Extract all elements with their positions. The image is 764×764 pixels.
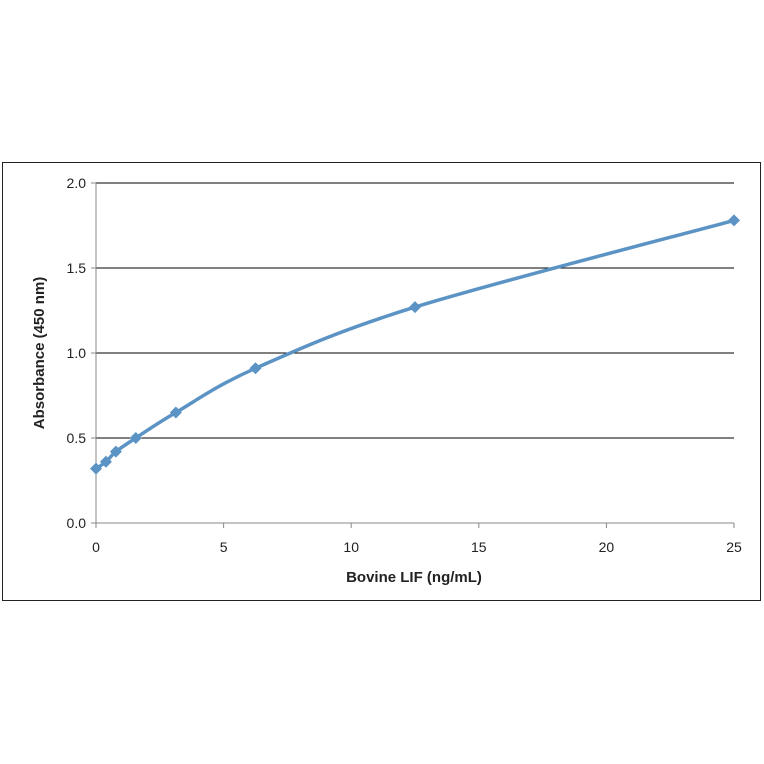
- y-tick-label: 1.5: [67, 260, 87, 276]
- x-tick-label: 15: [471, 539, 487, 555]
- y-tick-label: 2.0: [67, 175, 87, 191]
- gridlines: [96, 182, 734, 439]
- y-tick-labels: 0.0 0.5 1.0 1.5 2.0: [67, 175, 87, 531]
- data-point-marker: [99, 455, 112, 468]
- data-point-marker: [109, 445, 122, 458]
- x-tick-label: 10: [343, 539, 359, 555]
- y-tick-label: 0.5: [67, 430, 87, 446]
- x-tick-labels: 0 5 10 15 20 25: [92, 539, 742, 555]
- y-tick-label: 0.0: [67, 515, 87, 531]
- data-point-marker: [90, 462, 102, 475]
- x-tick-label: 20: [599, 539, 615, 555]
- chart-frame: [2, 162, 761, 601]
- data-point-marker: [129, 432, 142, 444]
- data-point-marker: [249, 362, 262, 375]
- data-point-marker: [728, 214, 740, 227]
- y-axis-title: Absorbance (450 nm): [31, 277, 48, 430]
- x-tick-label: 5: [220, 539, 228, 555]
- y-tick-label: 1.0: [67, 345, 87, 361]
- data-point-marker: [409, 301, 421, 314]
- x-tick-label: 25: [726, 539, 742, 555]
- data-series: [90, 214, 740, 475]
- x-axis-title: Bovine LIF (ng/mL): [346, 569, 482, 586]
- axes: [91, 182, 735, 528]
- series-line: [94, 218, 736, 471]
- x-tick-label: 0: [92, 539, 100, 555]
- data-point-marker: [169, 406, 182, 419]
